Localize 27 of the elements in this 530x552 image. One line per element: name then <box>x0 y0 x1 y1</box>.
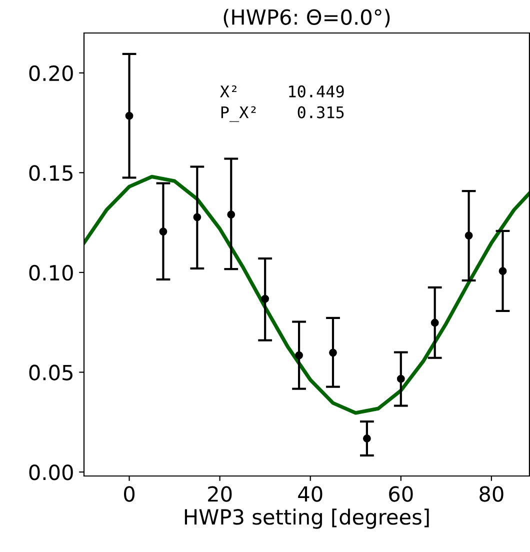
point <box>498 267 507 276</box>
point <box>193 213 202 222</box>
x-tick-label: 60 <box>389 486 413 502</box>
y-tick-label: 0.05 <box>29 364 72 380</box>
y-tick-label: 0.00 <box>29 464 73 480</box>
point <box>464 232 473 240</box>
chart-title: (HWP6: Θ=0.0°) <box>224 8 390 28</box>
point <box>362 434 371 442</box>
point <box>227 210 236 219</box>
x-tick-label: 20 <box>208 486 232 502</box>
point <box>159 228 168 236</box>
x-axis-title: HWP3 setting [degrees] <box>184 508 429 529</box>
point <box>295 351 303 360</box>
line-series <box>84 174 530 415</box>
y-tick-label: 0.10 <box>29 264 73 281</box>
y-tick-label: 0.15 <box>29 165 72 181</box>
x-tick-label: 40 <box>298 486 322 502</box>
point <box>396 374 405 383</box>
annotation: P_X² 0.315 <box>221 106 344 122</box>
y-tick-label: 0.20 <box>29 65 73 82</box>
x-tick-label: 80 <box>480 486 504 502</box>
annotation: X² 10.449 <box>220 85 344 98</box>
point <box>329 348 337 357</box>
point <box>430 318 439 327</box>
x-tick-label: 0 <box>124 486 135 502</box>
point <box>261 294 270 303</box>
point <box>125 112 134 120</box>
